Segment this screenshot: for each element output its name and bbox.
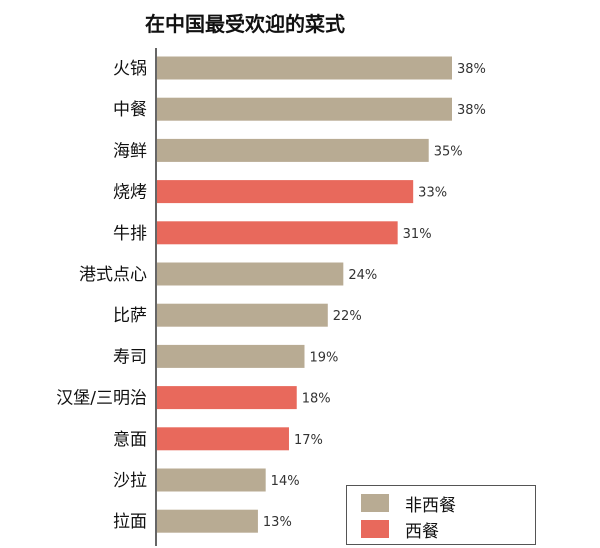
bar-3	[157, 180, 414, 204]
legend-swatch-western	[361, 520, 389, 538]
bar-0	[157, 56, 452, 80]
category-label-0: 火锅	[113, 59, 147, 79]
value-label-8: 18%	[302, 392, 331, 407]
bar-2	[157, 138, 429, 162]
value-label-6: 22%	[333, 309, 362, 324]
legend: 非西餐 西餐	[346, 485, 536, 545]
category-label-6: 比萨	[113, 306, 147, 326]
value-label-9: 17%	[294, 433, 323, 448]
value-label-11: 13%	[263, 515, 292, 530]
legend-label-western: 西餐	[405, 521, 439, 542]
chart-title: 在中国最受欢迎的菜式	[145, 12, 345, 36]
bar-7	[157, 344, 305, 368]
bar-1	[157, 97, 452, 121]
bar-6	[157, 303, 328, 327]
bar-10	[157, 468, 266, 492]
category-label-4: 牛排	[113, 224, 147, 244]
value-label-1: 38%	[457, 103, 486, 118]
legend-item-western: 西餐	[361, 518, 439, 542]
value-label-2: 35%	[434, 144, 463, 159]
value-label-5: 24%	[348, 268, 377, 283]
category-label-5: 港式点心	[79, 265, 147, 285]
category-label-10: 沙拉	[113, 471, 147, 491]
category-label-11: 拉面	[113, 512, 147, 532]
value-label-7: 19%	[310, 350, 339, 365]
bars-layer: 火锅 38% 中餐 38% 海鲜 35% 烧烤 33% 牛排 31% 港式点心 24% 比萨 22% 寿司 1…	[56, 56, 486, 533]
bar-4	[157, 221, 398, 245]
value-label-0: 38%	[457, 62, 486, 77]
legend-label-non-western: 非西餐	[405, 495, 456, 516]
bar-8	[157, 386, 297, 410]
value-label-10: 14%	[271, 474, 300, 489]
category-label-1: 中餐	[113, 100, 147, 120]
bar-9	[157, 427, 289, 451]
category-label-3: 烧烤	[113, 183, 147, 203]
value-label-3: 33%	[418, 186, 447, 201]
category-label-2: 海鲜	[113, 141, 147, 161]
category-label-8: 汉堡/三明治	[56, 389, 147, 409]
category-label-9: 意面	[113, 430, 147, 450]
legend-item-non-western: 非西餐	[361, 492, 456, 516]
category-label-7: 寿司	[113, 347, 147, 367]
bar-5	[157, 262, 344, 286]
legend-swatch-non-western	[361, 494, 389, 512]
value-label-4: 31%	[403, 227, 432, 242]
bar-11	[157, 509, 258, 533]
